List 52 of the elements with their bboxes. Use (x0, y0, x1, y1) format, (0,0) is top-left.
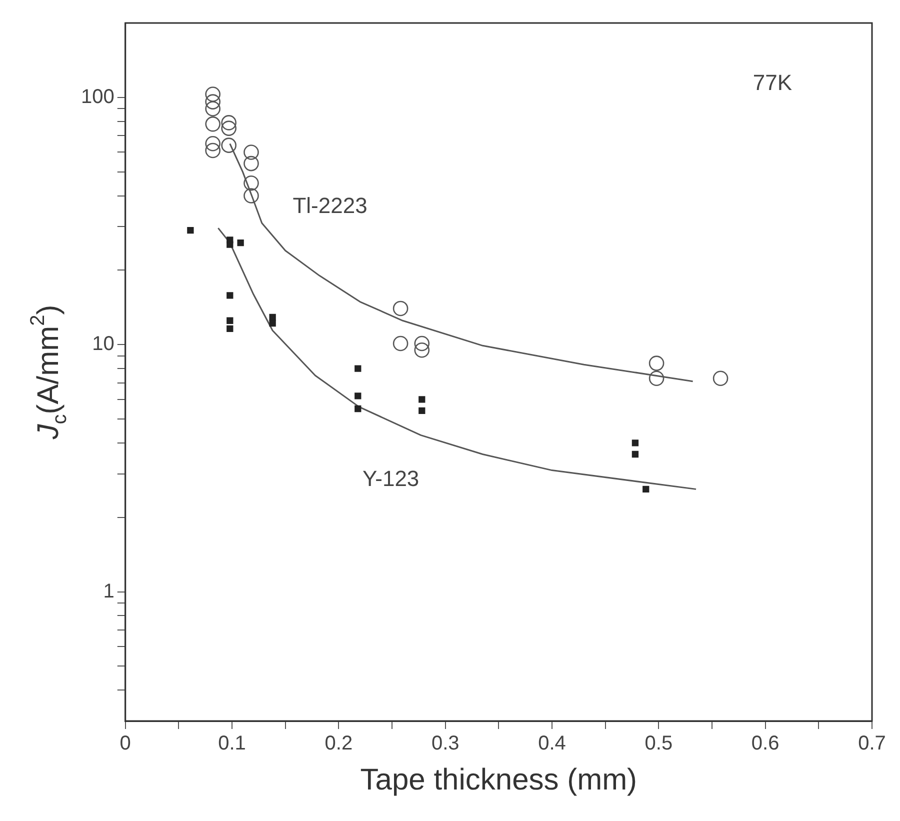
x-tick-label: 0.1 (218, 732, 246, 755)
x-tick-label: 0.2 (324, 732, 353, 755)
point (418, 407, 426, 414)
y-axis-title: Jc(A/mm2) (27, 304, 71, 440)
point (226, 317, 234, 324)
point (354, 392, 362, 400)
point (221, 120, 236, 136)
point (712, 370, 728, 386)
series-label: Tl-2223 (292, 192, 368, 218)
point (205, 94, 220, 110)
point (244, 188, 259, 204)
point (221, 138, 236, 153)
point (205, 142, 220, 158)
x-tick-label: 0 (120, 732, 131, 755)
point (414, 336, 430, 352)
point (632, 450, 639, 458)
point (237, 240, 244, 246)
y-tick-label: 10 (92, 333, 114, 356)
y-tick-label: 1 (103, 580, 114, 602)
point (205, 101, 220, 116)
x-tick-label: 0.3 (431, 732, 460, 755)
point (354, 365, 362, 372)
series-label: Y-123 (362, 466, 420, 492)
point (392, 300, 408, 316)
point (226, 292, 234, 299)
point (648, 356, 664, 371)
point (392, 336, 408, 352)
annotation: 77K (752, 70, 792, 96)
point (244, 144, 259, 160)
point (205, 136, 220, 152)
point (226, 325, 234, 332)
point (244, 175, 259, 191)
point (205, 116, 220, 132)
point (205, 86, 220, 102)
x-tick-label: 0.4 (538, 732, 566, 755)
point (632, 440, 639, 446)
x-axis-title: Tape thickness (mm) (360, 763, 638, 796)
x-tick-label: 0.7 (858, 732, 886, 755)
y-tick-label: 100 (80, 86, 114, 108)
point (642, 486, 650, 493)
point (648, 370, 664, 386)
x-tick-label: 0.6 (751, 732, 780, 755)
point (269, 314, 276, 321)
point (226, 241, 234, 248)
point (221, 115, 236, 130)
point (187, 226, 194, 234)
point (418, 396, 426, 403)
point (414, 342, 430, 358)
point (354, 405, 362, 412)
point (269, 320, 276, 327)
point (244, 156, 259, 172)
x-tick-label: 0.5 (644, 732, 673, 755)
